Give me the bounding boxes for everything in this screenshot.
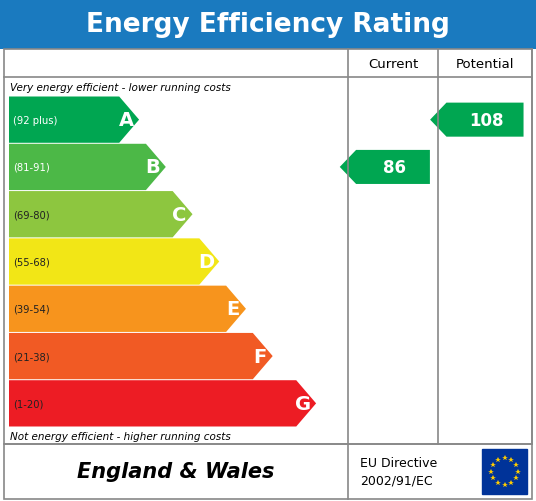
Polygon shape [340,151,430,184]
Text: Current: Current [368,58,418,70]
Text: G: G [295,394,311,413]
Text: (81-91): (81-91) [13,163,50,172]
Polygon shape [9,286,246,332]
Text: (1-20): (1-20) [13,399,43,408]
Text: (69-80): (69-80) [13,210,50,220]
Text: B: B [145,158,160,177]
Text: (39-54): (39-54) [13,304,50,314]
Polygon shape [9,380,316,427]
Text: 108: 108 [470,111,504,129]
Text: Energy Efficiency Rating: Energy Efficiency Rating [86,12,450,38]
Text: (55-68): (55-68) [13,257,50,267]
Bar [0,0,536,50]
Text: (92 plus): (92 plus) [13,115,57,125]
Text: Potential: Potential [456,58,514,70]
Text: D: D [198,253,214,272]
Polygon shape [9,97,139,143]
Text: EU Directive
2002/91/EC: EU Directive 2002/91/EC [360,456,437,486]
Polygon shape [9,192,192,238]
Bar [4,444,532,499]
Text: England & Wales: England & Wales [77,461,274,481]
Polygon shape [430,103,524,137]
Text: F: F [253,347,266,366]
Polygon shape [9,144,166,191]
Bar [4,50,532,444]
Text: (21-38): (21-38) [13,351,50,361]
Text: A: A [118,111,134,130]
Text: C: C [173,205,187,224]
Polygon shape [9,333,273,379]
Bar [482,449,527,494]
Polygon shape [9,239,219,285]
Text: Very energy efficient - lower running costs: Very energy efficient - lower running co… [10,83,231,93]
Text: E: E [226,300,240,319]
Text: Not energy efficient - higher running costs: Not energy efficient - higher running co… [10,431,231,441]
Text: 86: 86 [383,159,406,176]
